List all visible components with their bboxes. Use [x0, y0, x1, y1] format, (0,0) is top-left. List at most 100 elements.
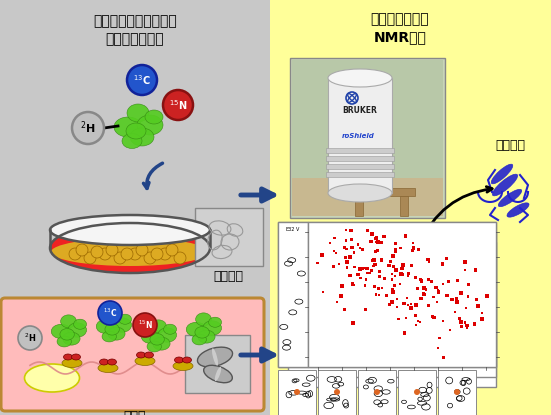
Ellipse shape: [107, 359, 116, 365]
Ellipse shape: [145, 110, 163, 124]
Bar: [318, 370, 356, 415]
Bar: [345, 260, 349, 264]
Bar: [326, 164, 394, 169]
Text: NMR測定: NMR測定: [374, 30, 426, 44]
Bar: [375, 237, 378, 240]
Bar: [415, 324, 418, 326]
Bar: [427, 278, 430, 281]
Bar: [385, 294, 388, 297]
Bar: [353, 284, 355, 286]
Bar: [442, 320, 445, 322]
Ellipse shape: [137, 352, 145, 358]
Bar: [467, 295, 469, 298]
Ellipse shape: [114, 117, 142, 137]
Circle shape: [99, 248, 111, 260]
Bar: [364, 308, 368, 311]
Bar: [376, 249, 379, 252]
Circle shape: [114, 252, 126, 264]
Bar: [437, 291, 440, 294]
Bar: [374, 250, 377, 253]
Circle shape: [91, 246, 103, 258]
Bar: [355, 196, 363, 216]
Ellipse shape: [491, 164, 513, 184]
Bar: [359, 277, 361, 279]
Bar: [399, 272, 403, 276]
Bar: [288, 232, 496, 377]
Bar: [356, 243, 359, 246]
Ellipse shape: [60, 329, 74, 340]
Bar: [420, 279, 423, 283]
Text: E32: E32: [286, 227, 295, 232]
Bar: [371, 259, 374, 262]
Circle shape: [129, 248, 141, 260]
Bar: [464, 269, 466, 271]
Circle shape: [121, 248, 133, 260]
Bar: [375, 241, 377, 244]
Bar: [445, 257, 448, 260]
Ellipse shape: [328, 184, 392, 202]
Circle shape: [18, 326, 42, 350]
Bar: [422, 293, 426, 296]
Ellipse shape: [173, 361, 193, 371]
Bar: [383, 277, 386, 280]
Ellipse shape: [122, 134, 142, 149]
Bar: [322, 291, 324, 293]
Bar: [405, 317, 407, 319]
Circle shape: [174, 252, 186, 264]
Bar: [460, 320, 463, 324]
Ellipse shape: [196, 313, 212, 326]
Ellipse shape: [113, 318, 132, 332]
Bar: [345, 239, 347, 242]
Bar: [463, 260, 467, 264]
Bar: [402, 302, 406, 305]
Ellipse shape: [212, 348, 218, 366]
Bar: [370, 269, 373, 272]
Circle shape: [69, 248, 81, 260]
Bar: [407, 272, 410, 275]
Text: 大腸菌: 大腸菌: [124, 410, 146, 415]
Ellipse shape: [100, 359, 109, 365]
Bar: [345, 229, 347, 232]
Bar: [338, 263, 341, 265]
Bar: [278, 370, 316, 415]
Bar: [391, 290, 395, 293]
Ellipse shape: [192, 334, 207, 345]
Bar: [353, 266, 355, 268]
Bar: [351, 321, 355, 325]
Ellipse shape: [209, 317, 222, 327]
Bar: [373, 259, 376, 261]
Circle shape: [133, 313, 157, 337]
Bar: [439, 337, 441, 339]
Circle shape: [163, 90, 193, 120]
Ellipse shape: [498, 189, 522, 207]
Bar: [364, 284, 366, 287]
Bar: [464, 307, 467, 310]
Ellipse shape: [135, 356, 155, 366]
Ellipse shape: [105, 324, 120, 335]
Bar: [333, 237, 336, 239]
Bar: [414, 303, 418, 307]
Circle shape: [76, 244, 88, 256]
Ellipse shape: [204, 365, 233, 383]
Bar: [398, 370, 436, 415]
Bar: [455, 297, 458, 300]
Bar: [460, 325, 463, 328]
Bar: [377, 293, 380, 296]
Bar: [343, 247, 345, 249]
Bar: [345, 266, 348, 269]
Bar: [455, 300, 459, 303]
Bar: [290, 58, 445, 218]
Ellipse shape: [150, 334, 164, 345]
Bar: [373, 263, 376, 266]
Bar: [366, 229, 369, 232]
Bar: [399, 247, 402, 249]
Ellipse shape: [50, 223, 210, 273]
Bar: [480, 317, 484, 320]
Bar: [369, 272, 371, 274]
Bar: [292, 178, 443, 216]
Bar: [423, 286, 425, 290]
Bar: [390, 300, 394, 304]
Bar: [372, 285, 376, 288]
Bar: [427, 304, 430, 307]
Ellipse shape: [50, 215, 210, 245]
